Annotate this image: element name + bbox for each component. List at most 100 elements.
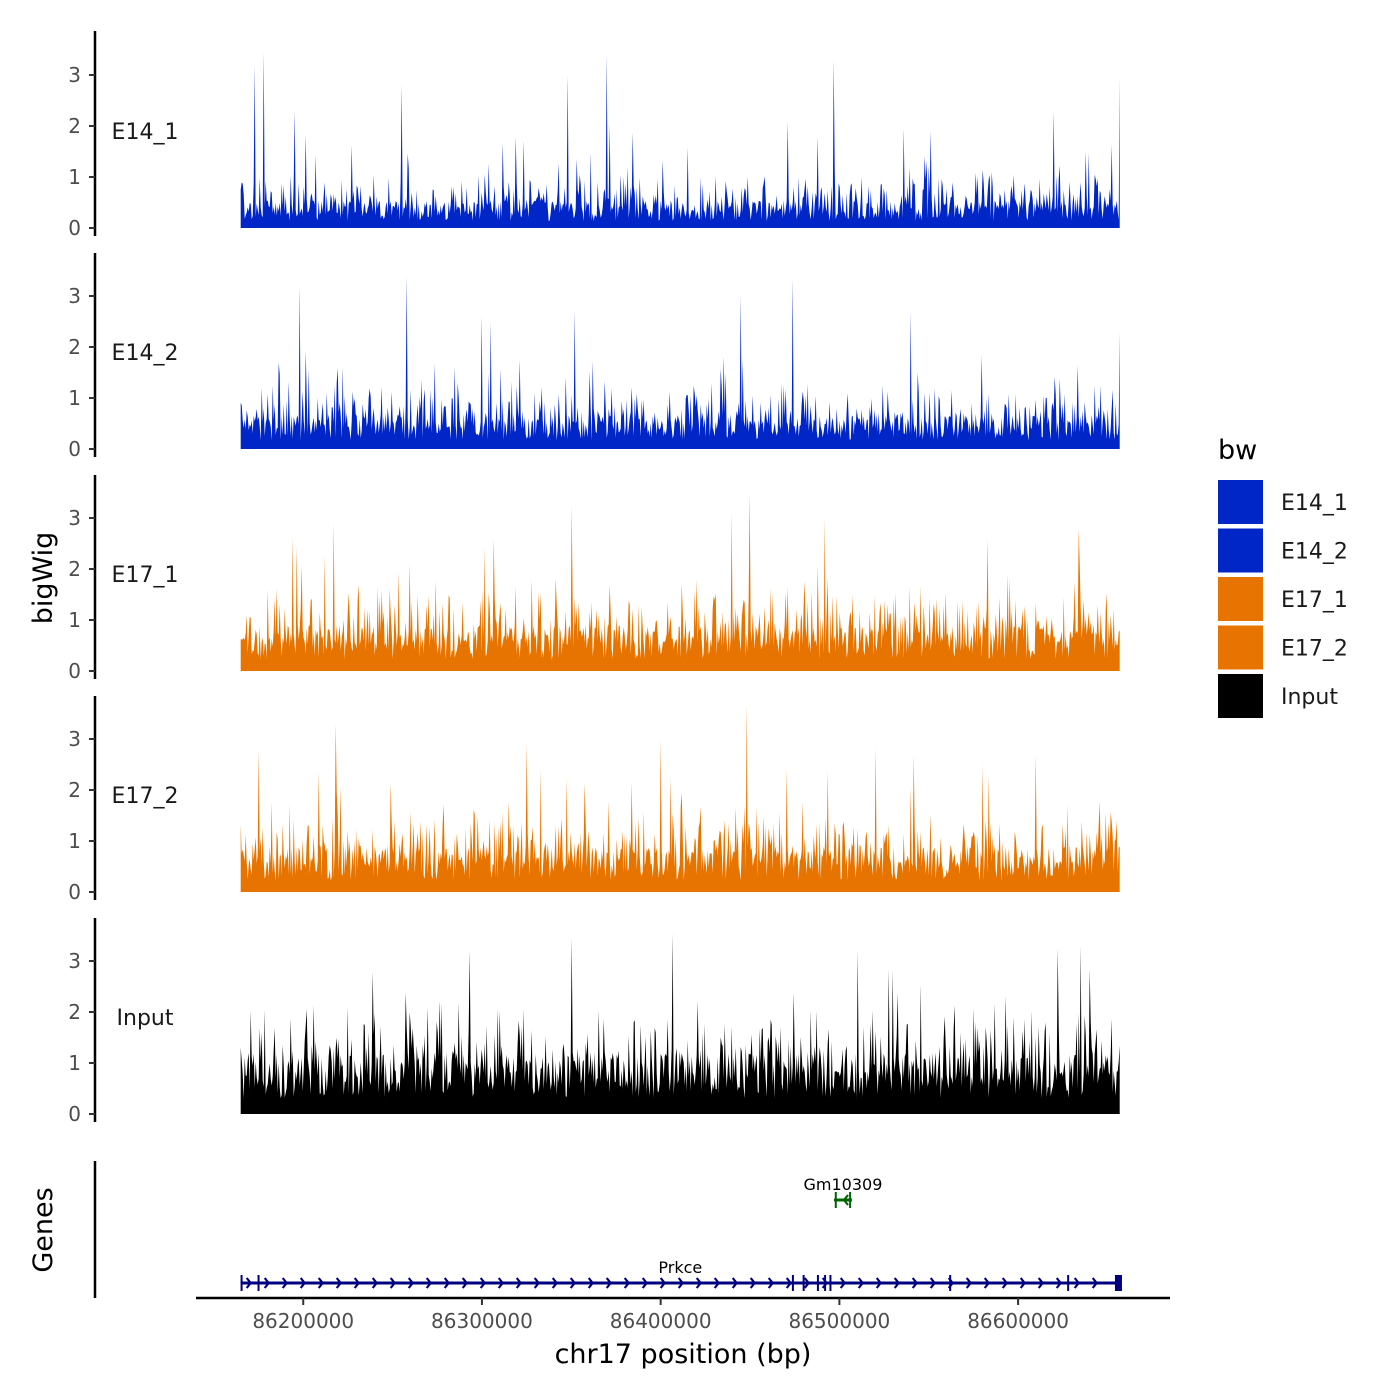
y-tick-label: 1 (68, 1051, 81, 1075)
track-input: 0 1 2 3 Input (68, 918, 1120, 1126)
strand-arrow (749, 1277, 757, 1289)
x-axis: 86200000 86300000 86400000 86500000 86600000 (196, 1296, 1170, 1333)
track-label: E17_1 (112, 563, 179, 588)
track-label: E14_2 (112, 341, 179, 366)
strand-arrow (425, 1277, 433, 1289)
strand-arrow (263, 1277, 271, 1289)
exon (240, 1275, 243, 1291)
strand-arrow (842, 1194, 849, 1206)
strand-arrow (929, 1277, 937, 1289)
strand-arrow (857, 1277, 865, 1289)
strand-arrow (731, 1277, 739, 1289)
track-e14-1: 0 1 2 3 E14_1 (68, 31, 1120, 240)
strand-arrow (623, 1277, 631, 1289)
legend-label: E17_1 (1281, 588, 1348, 613)
strand-arrow (1037, 1277, 1045, 1289)
y-tick-label: 3 (68, 506, 81, 530)
strand-arrow (587, 1277, 595, 1289)
strand-arrow (497, 1277, 505, 1289)
strand-arrow (695, 1277, 703, 1289)
y-tick-label: 2 (68, 114, 81, 138)
strand-arrow (281, 1277, 289, 1289)
gene-track-title: Genes (28, 1187, 59, 1272)
strand-arrow (659, 1277, 667, 1289)
strand-arrow (299, 1277, 307, 1289)
track-e14-2: 0 1 2 3 E14_2 (68, 253, 1120, 461)
x-tick-label: 86200000 (252, 1309, 354, 1333)
exon (257, 1275, 260, 1291)
strand-arrow (893, 1277, 901, 1289)
x-tick-label: 86300000 (431, 1309, 533, 1333)
y-axis-title: bigWig (28, 532, 59, 625)
strand-arrow (767, 1277, 775, 1289)
strand-arrow (461, 1277, 469, 1289)
strand-arrow (605, 1277, 613, 1289)
track-label: E17_2 (112, 784, 179, 809)
y-tick-label: 1 (68, 165, 81, 189)
legend-key (1218, 625, 1263, 670)
legend-key (1218, 480, 1263, 524)
legend-key (1218, 577, 1263, 621)
x-tick-label: 86500000 (788, 1309, 890, 1333)
x-tick-label: 86600000 (967, 1309, 1069, 1333)
strand-arrow (317, 1277, 325, 1289)
strand-arrow (443, 1277, 451, 1289)
y-tick-label: 0 (68, 880, 81, 904)
strand-arrow (911, 1277, 919, 1289)
coverage-tracks: 0 1 2 3 E14_1 0 1 2 3 E14_2 0 1 2 3 E17_1 0 1 2 3 E17_2 0 1 2 3… (68, 31, 1120, 1126)
exon (949, 1275, 952, 1291)
strand-arrow (983, 1277, 991, 1289)
exon (816, 1275, 819, 1291)
y-tick-label: 3 (68, 949, 81, 973)
y-tick-label: 0 (68, 1102, 81, 1126)
exon (802, 1275, 805, 1291)
coverage-area (240, 492, 1120, 671)
legend-label: E17_2 (1281, 637, 1348, 662)
strand-arrow (479, 1277, 487, 1289)
strand-arrow (875, 1277, 883, 1289)
strand-arrow (335, 1277, 343, 1289)
strand-arrow (551, 1277, 559, 1289)
exon (1067, 1275, 1070, 1291)
legend-key (1218, 528, 1263, 573)
strand-arrow (353, 1277, 361, 1289)
gene-label: Gm10309 (804, 1175, 883, 1194)
y-tick-label: 2 (68, 557, 81, 581)
strand-arrow (1001, 1277, 1009, 1289)
exon (1114, 1275, 1122, 1291)
track-label: Input (117, 1006, 174, 1031)
strand-arrow (245, 1277, 253, 1289)
y-tick-label: 0 (68, 216, 81, 240)
coverage-area (240, 52, 1120, 228)
y-tick-label: 1 (68, 608, 81, 632)
strand-arrow (965, 1277, 973, 1289)
y-tick-label: 2 (68, 335, 81, 359)
legend: bw E14_1 E14_2 E17_1 E17_2 Input (1218, 435, 1348, 718)
exon (791, 1275, 794, 1291)
legend-label: E14_2 (1281, 540, 1348, 565)
legend-label: Input (1281, 685, 1338, 710)
strand-arrow (785, 1277, 793, 1289)
gene-label: Prkce (658, 1258, 702, 1277)
strand-arrow (407, 1277, 415, 1289)
y-tick-label: 1 (68, 829, 81, 853)
coverage-area (240, 275, 1120, 449)
y-tick-label: 3 (68, 284, 81, 308)
coverage-area (240, 703, 1120, 892)
strand-arrow (1055, 1277, 1063, 1289)
exon (834, 1192, 837, 1208)
strand-arrow (713, 1277, 721, 1289)
x-tick-label: 86400000 (610, 1309, 712, 1333)
coverage-area (240, 933, 1120, 1114)
y-tick-label: 3 (68, 63, 81, 87)
track-e17-2: 0 1 2 3 E17_2 (68, 696, 1120, 904)
strand-arrow (641, 1277, 649, 1289)
strand-arrow (569, 1277, 577, 1289)
gene-gm10309: Gm10309 (804, 1175, 883, 1208)
exon (849, 1192, 852, 1208)
x-axis-title: chr17 position (bp) (555, 1339, 812, 1370)
track-label: E14_1 (112, 120, 179, 145)
strand-arrow (821, 1277, 829, 1289)
gene-track: Prkce Gm10309 (93, 1161, 1122, 1298)
strand-arrow (803, 1277, 811, 1289)
